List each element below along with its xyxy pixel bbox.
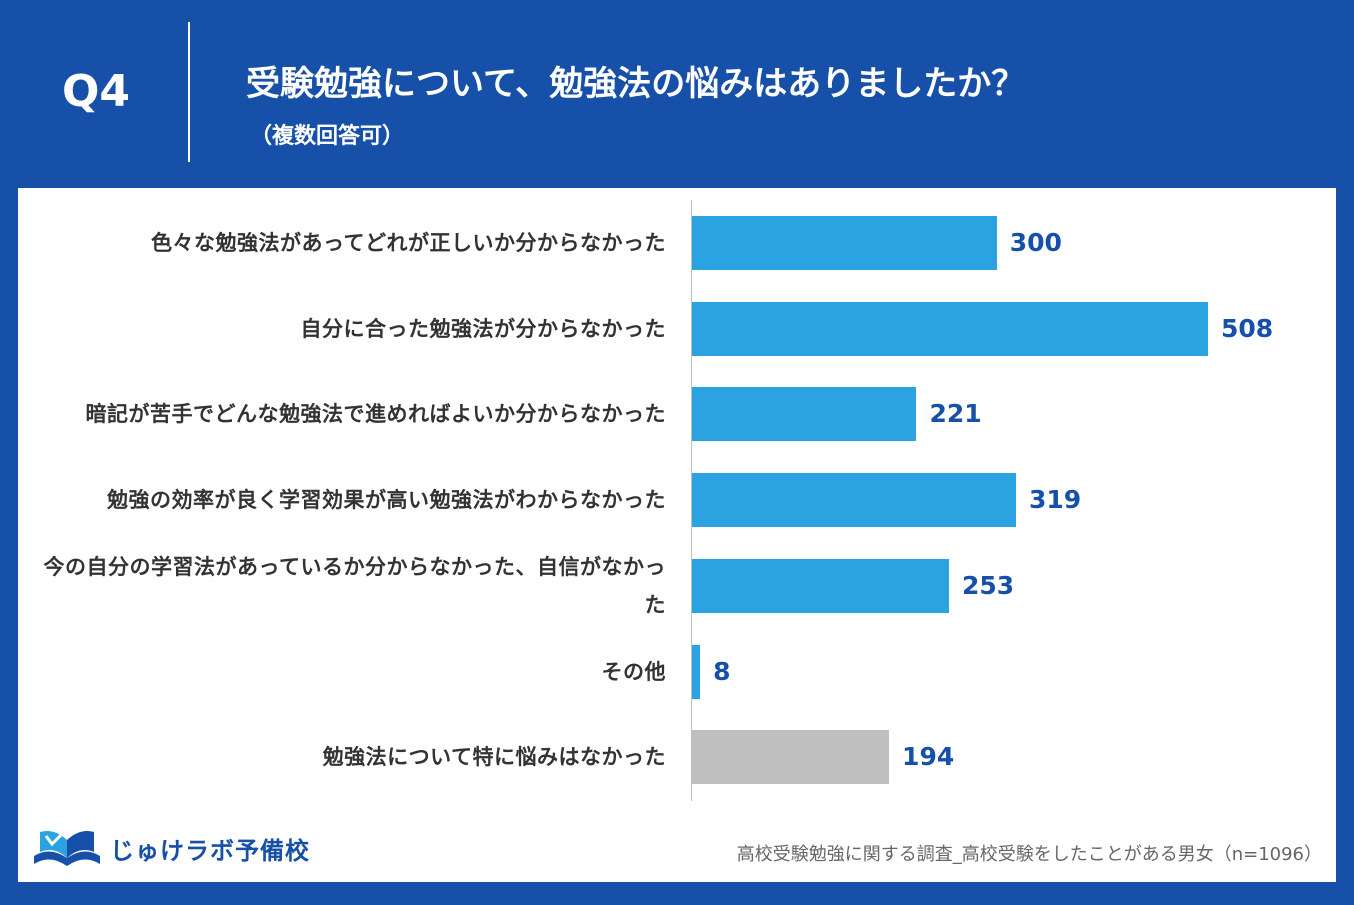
- category-axis-line: [691, 200, 692, 801]
- data-label: 253: [961, 570, 1015, 600]
- chart-panel: 色々な勉強法があってどれが正しいか分からなかった 300 自分に合った勉強法が分から…: [18, 188, 1336, 882]
- category-label: その他: [601, 659, 666, 684]
- logo: じゅけラボ予備校: [30, 826, 310, 870]
- bar: [692, 644, 701, 699]
- data-label: 300: [1009, 228, 1062, 257]
- header-divider: [188, 22, 190, 162]
- logo-text: じゅけラボ予備校: [110, 836, 310, 865]
- bar: [692, 387, 917, 442]
- category-label: 今の自分の学習法があっているか分からなかった、自信がなかった: [43, 554, 666, 617]
- open-book-icon: [34, 831, 100, 866]
- data-label: 194: [902, 742, 955, 772]
- data-label: 508: [1221, 313, 1274, 343]
- category-label: 色々な勉強法があってどれが正しいか分からなかった: [151, 231, 666, 255]
- data-label: 8: [713, 656, 731, 686]
- category-label: 勉強法について特に悩みはなかった: [322, 745, 666, 770]
- category-label: 自分に合った勉強法が分からなかった: [300, 316, 666, 341]
- bar: [692, 216, 997, 270]
- category-label: 暗記が苦手でどんな勉強法で進めればよいか分からなかった: [85, 402, 666, 427]
- bar: [692, 473, 1017, 528]
- data-label: 319: [1029, 485, 1082, 515]
- survey-footnote: 高校受験勉強に関する調査_高校受験をしたことがある男女（n=1096）: [736, 844, 1322, 865]
- bar: [692, 301, 1208, 356]
- data-label: 221: [929, 399, 982, 429]
- question-title: 受験勉強について、勉強法の悩みはありましたか？: [246, 64, 1026, 104]
- bar: [692, 730, 890, 785]
- category-label: 勉強の効率が良く学習効果が高い勉強法がわからなかった: [107, 488, 666, 513]
- question-subtitle: （複数回答可）: [250, 124, 405, 149]
- bar: [692, 558, 949, 613]
- question-label: Q4: [62, 66, 131, 117]
